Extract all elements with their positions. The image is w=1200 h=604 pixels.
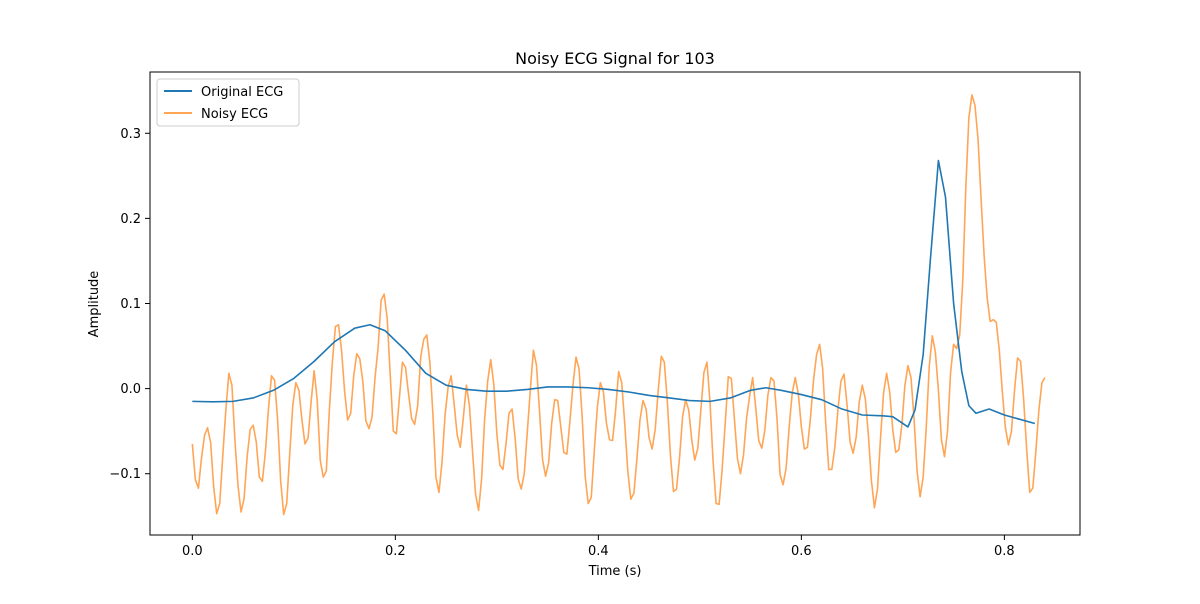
y-axis-label: Amplitude (87, 271, 102, 338)
y-tick-label: 0.0 (120, 382, 141, 397)
y-axis: −0.1 0.0 0.1 0.2 0.3 (109, 127, 150, 482)
y-tick-label: 0.1 (120, 297, 141, 312)
x-axis-label: Time (s) (588, 564, 642, 579)
y-tick-label: 0.2 (120, 212, 141, 227)
series-line-original-ecg (192, 159, 1036, 428)
x-tick-label: 0.6 (791, 544, 812, 559)
chart-title: Noisy ECG Signal for 103 (515, 49, 715, 68)
x-tick-label: 0.2 (385, 544, 406, 559)
legend-label: Noisy ECG (201, 107, 268, 122)
series-line-noisy-ecg (191, 94, 1046, 516)
legend: Original ECG Noisy ECG (156, 78, 300, 127)
y-tick-label: 0.3 (120, 127, 141, 142)
y-tick-label: −0.1 (109, 467, 141, 482)
x-axis: 0.0 0.2 0.4 0.6 0.8 (182, 535, 1015, 559)
x-tick-label: 0.4 (588, 544, 609, 559)
x-tick-label: 0.0 (182, 544, 203, 559)
legend-box (156, 78, 300, 127)
legend-label: Original ECG (201, 85, 283, 100)
x-tick-label: 0.8 (994, 544, 1015, 559)
